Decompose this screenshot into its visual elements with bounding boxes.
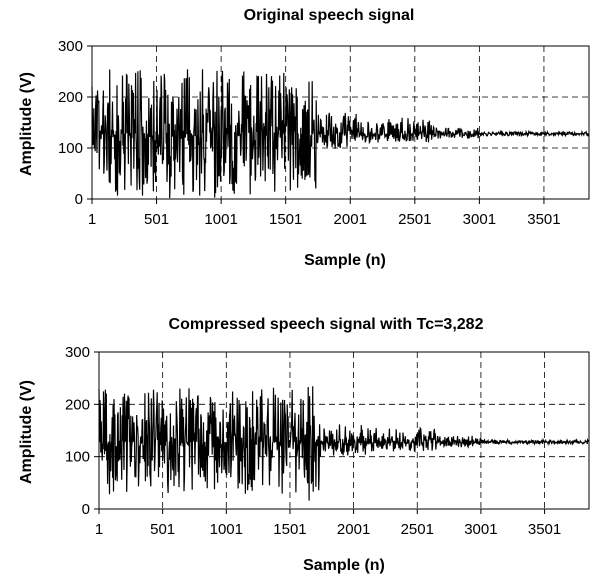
x-tick-label: 2001	[334, 211, 367, 228]
signal	[98, 386, 590, 501]
plot-area	[98, 351, 590, 510]
x-tick-label: 1	[88, 211, 96, 228]
plot-area	[91, 45, 590, 200]
x-tick-label: 501	[150, 521, 175, 538]
x-axis-label: Sample (n)	[304, 252, 386, 269]
signal-line	[91, 69, 590, 199]
x-tick-label: 3001	[463, 211, 496, 228]
signal	[91, 69, 590, 199]
x-tick-label: 2501	[401, 521, 434, 538]
y-tick-label: 300	[58, 38, 83, 55]
x-tick-label: 501	[144, 211, 169, 228]
y-tick-label: 100	[65, 449, 90, 466]
x-axis-label: Sample (n)	[303, 557, 385, 574]
y-ticks: 0 100 200 300	[65, 344, 99, 518]
y-tick-label: 200	[58, 89, 83, 106]
x-tick-label: 1001	[210, 521, 243, 538]
y-ticks: 0 100 200 300	[58, 38, 92, 208]
y-tick-label: 0	[75, 191, 83, 208]
y-tick-label: 0	[82, 501, 90, 518]
y-tick-label: 200	[65, 396, 90, 413]
y-tick-label: 100	[58, 140, 83, 157]
x-tick-label: 1501	[273, 521, 306, 538]
signal-line	[98, 386, 590, 501]
x-tick-label: 1001	[204, 211, 237, 228]
x-tick-label: 2501	[398, 211, 431, 228]
chart-title: Original speech signal	[244, 7, 415, 24]
x-tick-label: 3001	[464, 521, 497, 538]
y-tick-label: 300	[65, 344, 90, 361]
x-tick-label: 1501	[269, 211, 302, 228]
chart-compressed: Compressed speech signal with Tc=3,282 0…	[18, 316, 590, 574]
x-tick-label: 3501	[527, 211, 560, 228]
x-ticks: 1 501 1001 1501 2001 2501 3001 3501	[95, 509, 561, 538]
x-ticks: 1 501 1001 1501 2001 2501 3001 3501	[88, 199, 561, 228]
y-axis-label: Amplitude (V)	[18, 380, 35, 484]
x-tick-label: 3501	[528, 521, 561, 538]
x-tick-label: 2001	[337, 521, 370, 538]
y-axis-label: Amplitude (V)	[18, 72, 35, 176]
x-tick-label: 1	[95, 521, 103, 538]
chart-title: Compressed speech signal with Tc=3,282	[169, 316, 484, 333]
grid	[99, 352, 589, 509]
